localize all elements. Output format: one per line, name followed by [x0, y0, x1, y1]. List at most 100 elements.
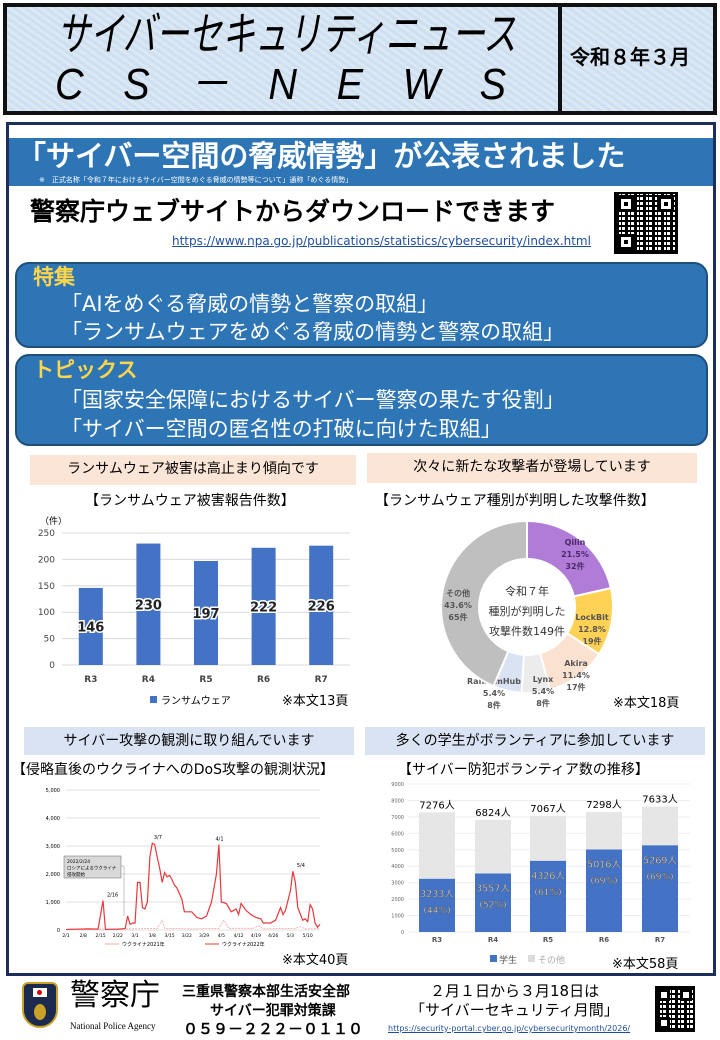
- annotation-label: 3/7: [154, 835, 162, 841]
- page-ref: ※本文58頁: [612, 957, 679, 972]
- x-tick-label: R7: [655, 936, 665, 944]
- x-tick-label: 5/3: [287, 933, 294, 939]
- bar-student: [475, 873, 511, 932]
- bar-other: [642, 806, 678, 846]
- newsletter-subtitle: C S － N E W S: [55, 60, 507, 109]
- qr-code[interactable]: [655, 986, 695, 1032]
- y-tick-label: 0: [401, 930, 404, 936]
- agency-name: 警察庁: [70, 978, 160, 1013]
- student-label: 3557人: [476, 884, 510, 895]
- issue-date: 令和８年３月: [570, 45, 690, 69]
- x-tick-label: 2/22: [113, 933, 123, 939]
- announcement-banner: 「サイバー空間の脅威情勢」が公表されました ※ 正式名称「令和７年におけるサイバ…: [9, 138, 713, 186]
- x-tick-label: 5/10: [303, 933, 313, 939]
- slice-label: Lynx: [533, 675, 554, 684]
- student-label: 5016人: [587, 860, 621, 871]
- bar-student: [642, 845, 678, 932]
- chart-title: 【ランサムウェア種別が判明した攻撃件数】: [375, 493, 655, 509]
- x-tick-label: 4/5: [218, 933, 225, 939]
- y-tick-label: 0: [57, 928, 60, 934]
- banner-note: ※ 正式名称「令和７年におけるサイバー空間をめぐる脅威の情勢等について」通称「め…: [39, 176, 353, 184]
- y-tick-label: 100: [38, 608, 55, 618]
- slice-label: 8件: [487, 700, 501, 710]
- legend-swatch: [490, 955, 497, 962]
- department: 三重県警察本部生活安全部: [182, 984, 350, 1000]
- slice-label: Akira: [564, 659, 588, 668]
- agency-english: National Police Agency: [70, 1021, 156, 1031]
- y-tick-label: 5000: [391, 848, 404, 854]
- download-heading: 警察庁ウェブサイトからダウンロードできます: [30, 197, 556, 226]
- x-tick-label: 3/29: [199, 933, 209, 939]
- donut-slice: [440, 519, 528, 688]
- bar-value-label: 230: [135, 598, 162, 613]
- month-link[interactable]: https://security-portal.cyber.go.jp/cybe…: [388, 1024, 631, 1033]
- slice-label: 21.5%: [561, 550, 589, 559]
- slice-label: 8件: [536, 698, 550, 708]
- y-tick-label: 0: [49, 661, 55, 671]
- slice-label: 12.8%: [578, 625, 606, 634]
- bar-other: [530, 815, 566, 861]
- x-tick-label: R6: [599, 936, 609, 944]
- y-tick-label: 5,000: [46, 788, 60, 794]
- bar: [251, 547, 276, 665]
- series-line: [65, 919, 321, 930]
- main-panel: [6, 122, 716, 976]
- donut-center-text: 種別が判明した: [489, 604, 566, 618]
- x-tick-label: 3/15: [165, 933, 175, 939]
- callout-leader: [121, 865, 125, 916]
- percent-label: (52%): [479, 901, 506, 911]
- police-emblem-icon: [22, 982, 58, 1028]
- bar-value-label: 146: [77, 620, 104, 635]
- series-line: [65, 842, 321, 931]
- slice-label: 19件: [582, 636, 601, 646]
- slice-label: 65件: [448, 612, 467, 622]
- x-tick-label: R3: [432, 936, 442, 944]
- slice-label: 11.4%: [562, 671, 590, 680]
- y-tick-label: 9000: [391, 782, 404, 788]
- download-link[interactable]: https://www.npa.go.jp/publications/stati…: [172, 234, 591, 248]
- legend-label: その他: [538, 954, 565, 966]
- y-tick-label: 8000: [391, 798, 404, 804]
- x-tick-label: R4: [142, 675, 155, 685]
- page-ref: ※本文40頁: [282, 953, 349, 968]
- phone-number[interactable]: ０５９－２２２－０１１０: [183, 1020, 364, 1038]
- percent-label: (61%): [534, 888, 561, 898]
- y-tick-label: 1,000: [46, 900, 60, 906]
- y-tick-label: 2000: [391, 897, 404, 903]
- y-tick-label: 3000: [391, 881, 404, 887]
- percent-label: (69%): [590, 877, 617, 887]
- bar: [136, 543, 161, 665]
- slice-label: 43.6%: [444, 601, 472, 610]
- x-tick-label: 4/19: [251, 933, 261, 939]
- legend-swatch: [528, 955, 535, 962]
- legend-label: ウクライナ2022年: [222, 941, 265, 948]
- percent-label: (69%): [646, 872, 673, 882]
- bar-other: [419, 812, 455, 879]
- bar: [78, 587, 103, 665]
- newsletter-header: サイバーセキュリティニュース C S － N E W S 令和８年３月: [3, 3, 717, 115]
- slice-label: 32件: [565, 561, 584, 571]
- section-name: サイバー犯罪対策課: [210, 1003, 336, 1019]
- section-heading-volunteers: 多くの学生がボランティアに参加しています: [365, 727, 705, 755]
- percent-label: (44%): [423, 906, 450, 916]
- slice-label: LockBit: [575, 613, 608, 622]
- callout-text: 2022/2/24: [67, 859, 90, 865]
- bar-value-label: 226: [308, 599, 335, 614]
- x-tick-label: 3/8: [149, 933, 156, 939]
- bar-other: [586, 811, 622, 850]
- section-heading-attackers: 次々に新たな攻撃者が登場しています: [367, 453, 697, 483]
- total-label: 6824人: [475, 807, 510, 819]
- slice-label: 17件: [566, 682, 585, 692]
- donut-center-text: 令和７年: [505, 584, 549, 598]
- feature-label: 特集: [33, 265, 75, 289]
- total-label: 7633人: [642, 793, 677, 805]
- footer: 警察庁 National Police Agency 三重県警察本部生活安全部 …: [0, 976, 720, 1040]
- page-ref: ※本文13頁: [282, 694, 349, 709]
- bar: [309, 545, 334, 665]
- feature-box: 特集 「AIをめぐる脅威の情勢と警察の取組」 「ランサムウェアをめぐる脅威の情勢…: [15, 262, 708, 348]
- x-tick-label: R4: [488, 936, 498, 944]
- feature-item: 「ランサムウェアをめぐる脅威の情勢と警察の取組」: [61, 320, 565, 344]
- y-tick-label: 250: [38, 529, 55, 539]
- qr-code[interactable]: [614, 192, 678, 254]
- y-tick-label: 4,000: [46, 816, 60, 822]
